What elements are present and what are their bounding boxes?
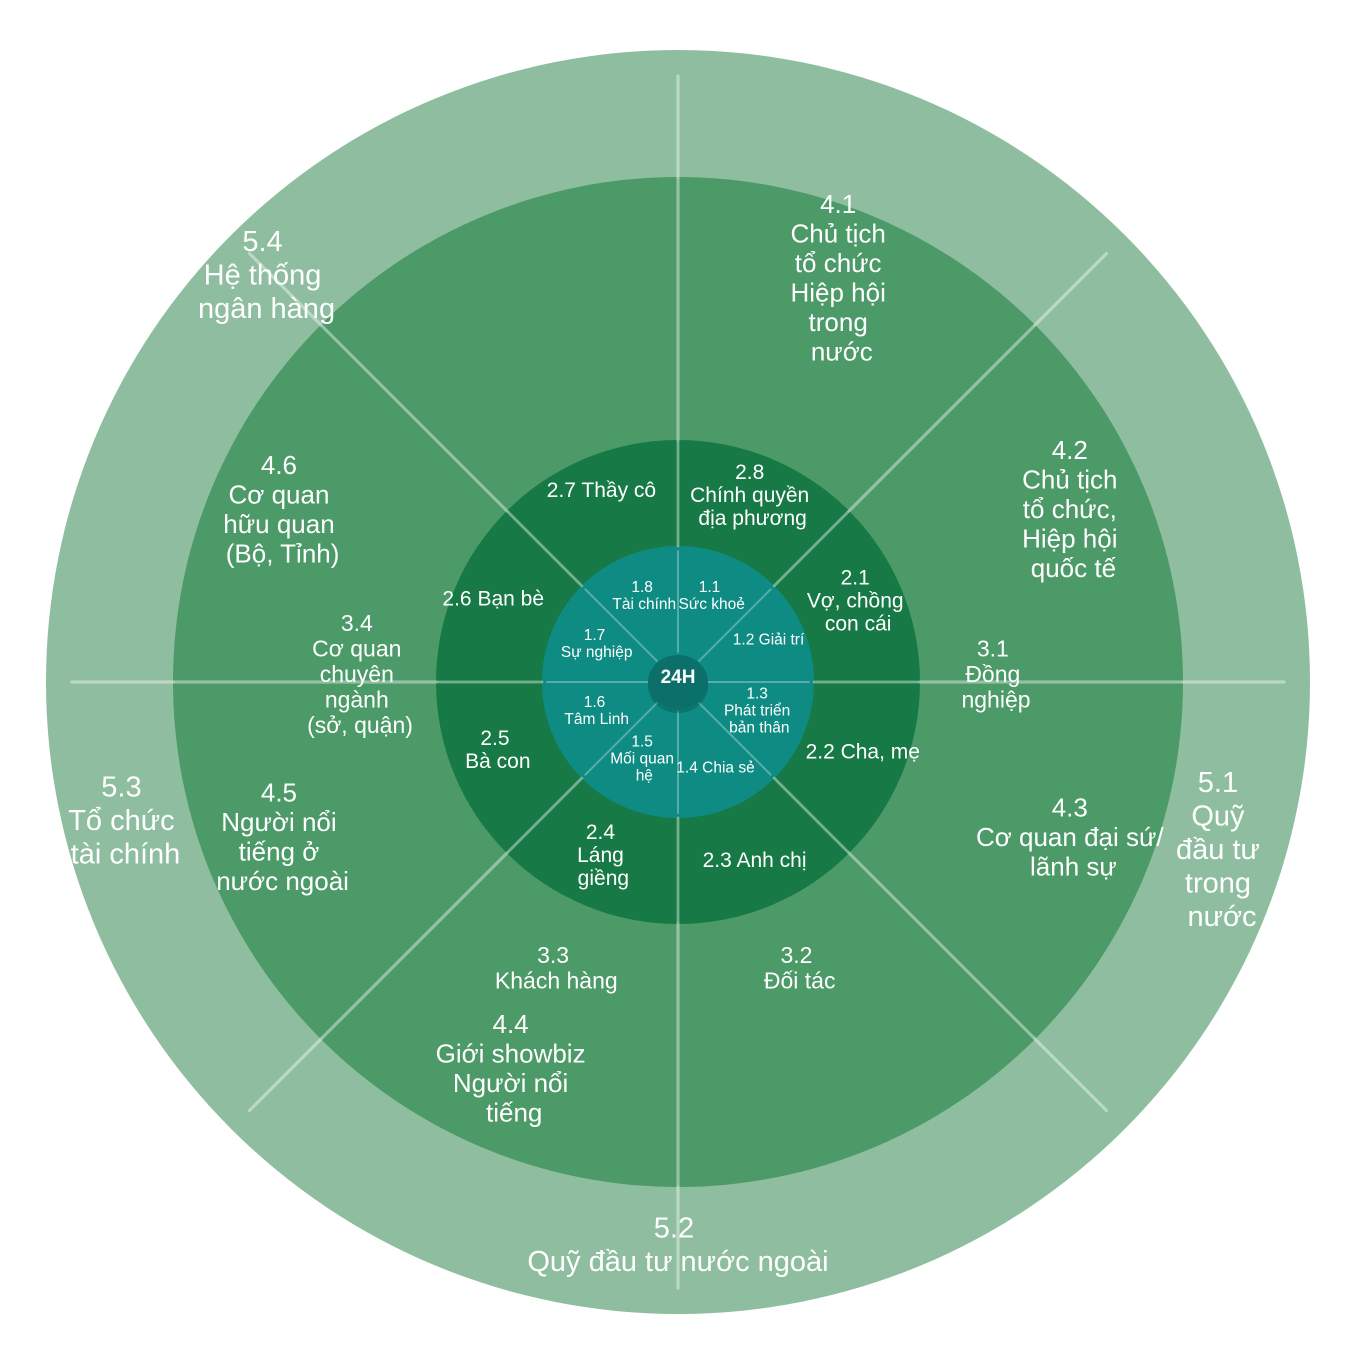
svg-text:2.3 Anh chị: 2.3 Anh chị [703, 849, 807, 872]
svg-text:2.7 Thầy cô: 2.7 Thầy cô [547, 479, 656, 502]
svg-text:24H: 24H [661, 667, 696, 688]
svg-text:2.2 Cha, mẹ: 2.2 Cha, mẹ [806, 741, 920, 764]
svg-text:1.2 Giải trí: 1.2 Giải trí [733, 632, 805, 649]
svg-text:2.6 Bạn bè: 2.6 Bạn bè [442, 587, 544, 610]
svg-text:1.4 Chia sẻ: 1.4 Chia sẻ [676, 760, 754, 777]
